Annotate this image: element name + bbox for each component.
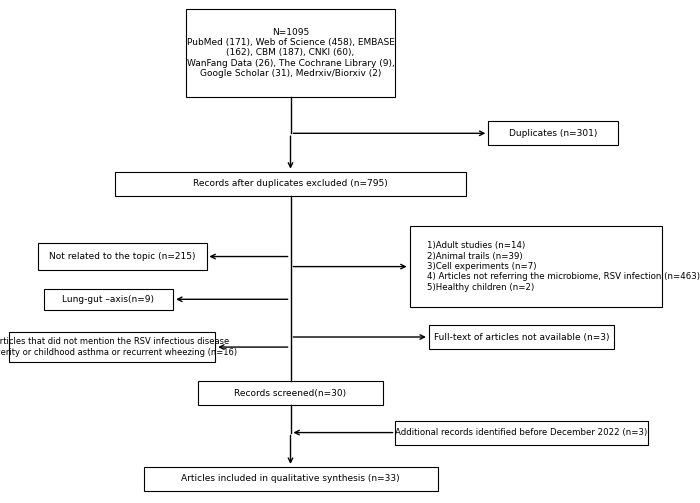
FancyBboxPatch shape xyxy=(186,9,395,97)
Text: Records screened(n=30): Records screened(n=30) xyxy=(234,389,346,398)
FancyBboxPatch shape xyxy=(144,467,438,491)
Text: Additional records identified before December 2022 (n=3): Additional records identified before Dec… xyxy=(395,428,648,437)
FancyBboxPatch shape xyxy=(410,226,662,307)
Text: Not related to the topic (n=215): Not related to the topic (n=215) xyxy=(49,252,196,261)
Text: Articles that did not mention the RSV infectious disease
severity or childhood a: Articles that did not mention the RSV in… xyxy=(0,338,237,357)
FancyBboxPatch shape xyxy=(197,381,384,405)
FancyBboxPatch shape xyxy=(116,172,466,196)
Text: Duplicates (n=301): Duplicates (n=301) xyxy=(509,129,597,138)
Text: Records after duplicates excluded (n=795): Records after duplicates excluded (n=795… xyxy=(193,179,388,188)
FancyBboxPatch shape xyxy=(489,121,617,145)
FancyBboxPatch shape xyxy=(38,243,206,271)
FancyBboxPatch shape xyxy=(395,421,648,445)
Text: Lung-gut –axis(n=9): Lung-gut –axis(n=9) xyxy=(62,295,155,304)
FancyBboxPatch shape xyxy=(43,289,174,310)
FancyBboxPatch shape xyxy=(9,332,216,362)
Text: N=1095
PubMed (171), Web of Science (458), EMBASE
(162), CBM (187), CNKI (60),
W: N=1095 PubMed (171), Web of Science (458… xyxy=(187,28,394,78)
FancyBboxPatch shape xyxy=(428,325,615,349)
Text: 1)Adult studies (n=14)
2)Animal trails (n=39)
3)Cell experiments (n=7)
4) Articl: 1)Adult studies (n=14) 2)Animal trails (… xyxy=(427,241,700,292)
Text: Articles included in qualitative synthesis (n=33): Articles included in qualitative synthes… xyxy=(181,474,400,483)
Text: Full-text of articles not available (n=3): Full-text of articles not available (n=3… xyxy=(434,332,609,342)
